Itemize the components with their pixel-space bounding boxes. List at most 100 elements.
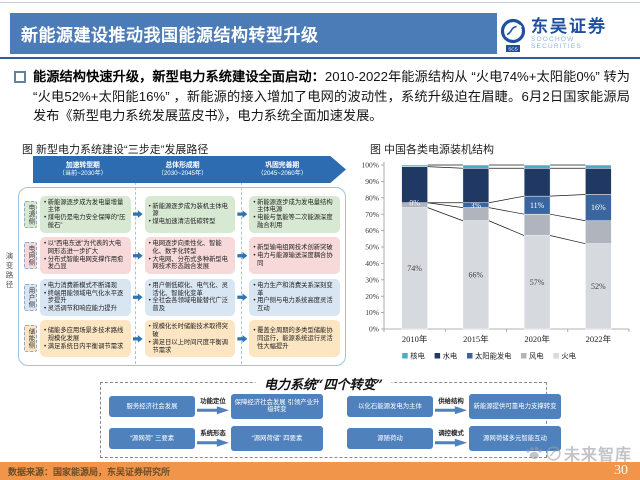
transform-to-box: 保障经济社会发展 引领产业升级转变 (231, 393, 323, 419)
arrow-right-icon (132, 335, 143, 343)
svg-text:100%: 100% (362, 161, 380, 170)
arrow-right-icon (197, 406, 229, 415)
cell-bullet-item: • 新型输电组网技术创新突破 (253, 244, 333, 252)
data-label: 74% (407, 264, 422, 273)
svg-text:80%: 80% (365, 193, 379, 202)
square-bullet-icon (14, 71, 26, 83)
bar-segment (462, 164, 490, 169)
footer-bar: 数据来源：国家能源局，东吴证券研究所 30 (0, 462, 640, 480)
column-divider (241, 157, 242, 364)
transform-arrow-label: 供给结构 (438, 397, 464, 405)
summary-bold: 能源结构快速升级，新型电力系统建设全面启动： (33, 69, 325, 84)
bar-segment (401, 207, 428, 330)
summary-text: 能源结构快速升级，新型电力系统建设全面启动：2010-2022年能源结构从 “火… (33, 67, 630, 126)
svg-text:20%: 20% (365, 292, 379, 301)
row-label: 储能侧 (24, 325, 37, 353)
bar-segment (523, 213, 551, 236)
svg-text:SCS: SCS (508, 46, 517, 51)
transform-arrow: 调控模式 (433, 430, 469, 447)
row-label: 电网侧 (24, 242, 37, 270)
cell-bullet-item: • 新能源逐步成为装机主体电源 (148, 202, 228, 218)
cell-bullet-item: • 满足系统日内平衡调节需求 (44, 342, 124, 350)
transform-unit: 源随荷动 调控模式 源网荷储多元智能互动 (347, 426, 561, 453)
diagram-cell: • 规模化长时储能技术取得突破 • 满足日以上时间尺度平衡调节需求 (144, 320, 236, 358)
logo-badge: SCS (506, 45, 520, 52)
transform-unit: 服务经济社会发展 功能定位 保障经济社会发展 引领产业升级转变 (109, 393, 323, 420)
legend-swatch (434, 353, 441, 359)
diagram-cell: • 电网逐步向柔性化、智能化、数字化转型 • 大电网、分布式多种新型电网技术形态融合发… (144, 237, 236, 275)
transform-from-box: 服务经济社会发展 (109, 395, 195, 417)
diagram-cell: • 用户侧低碳化、电气化、灵活化、智能化变革 • 全社会各领域电能替代广泛普及 (144, 278, 236, 316)
svg-text:2010年: 2010年 (402, 334, 428, 344)
data-label: 16% (591, 203, 606, 212)
page-number: 30 (614, 463, 628, 478)
row-label: 电源侧 (24, 200, 37, 228)
data-source-note: 数据来源：国家能源局，东吴证券研究所 (8, 466, 171, 477)
transform-unit: 以化石能源发电为主体 供给结构 新能源提供可靠电力支撑转变 (347, 393, 561, 420)
cell-bullet-item: • 新能源逐步成为发电量增量主体 (44, 198, 124, 214)
transform-arrow-label: 系统形态 (200, 430, 226, 438)
transform-arrow: 供给结构 (433, 398, 469, 415)
svg-text:2015年: 2015年 (463, 334, 489, 344)
roadmap-row: 用户侧 • 电力消费新模式不断涌现 • 终端用能领域电气化水平逐步提升 • 灵活调节和响应能… (24, 278, 341, 316)
summary-paragraph: 能源结构快速升级，新型电力系统建设全面启动：2010-2022年能源结构从 “火… (14, 67, 630, 126)
watermark-text: 未来智库 (563, 447, 632, 464)
svg-text:10%: 10% (365, 308, 379, 317)
cell-bullet-item: • 规模化长时储能技术取得突破 (148, 323, 228, 339)
transform-arrow-label: 功能定位 (200, 397, 226, 405)
legend-swatch (402, 353, 408, 359)
summary-rest: 2010-2022年能源结构从 “火电74%+太阳能0%” 转为 “火电52%+… (33, 69, 630, 123)
data-label: 66% (469, 270, 484, 279)
watermark: 未来智库 (525, 441, 632, 465)
data-label: 11% (530, 201, 545, 210)
roadmap-row: 储能侧 • 储能多应用场景多技术路线规模化发展 • 满足系统日内平衡调节需求 • 规模化长时… (24, 320, 341, 358)
arrow-right-icon (132, 293, 143, 302)
arrow-right-icon (237, 293, 248, 302)
diagram-cell: • 新能源逐步成为发电量结构主体电源 • 电能与氢能等二次能源深度融合利用 (249, 195, 341, 233)
row-label: 用户侧 (24, 283, 37, 311)
phase-header: 巩固完善期 （2045~2060年） (257, 161, 308, 177)
arrow-right-icon (237, 210, 248, 218)
roadmap-row: 电源侧 • 新能源逐步成为发电量增量主体 • 煤电仍是电力安全保障的“压舱石” • 新能源逐… (24, 195, 341, 233)
arrow-right-icon (435, 406, 467, 415)
paw-icon (526, 446, 542, 459)
legend-swatch (521, 353, 527, 359)
legend-label: 核电 (410, 352, 425, 361)
bar-segment (585, 168, 612, 195)
roadmap-row: 电网侧 • 以“西电东送”为代表的大电网形态进一步扩大 • 分布式智能电网支撑作用愈发凸… (24, 237, 341, 275)
diagram-cell: • 电力消费新模式不断涌现 • 终端用能领域电气化水平逐步提升 • 灵活调节和响应能力提升 (40, 278, 131, 316)
data-label: 3% (471, 201, 482, 210)
arrow-right-icon (237, 251, 248, 260)
transform-arrow: 功能定位 (195, 398, 231, 415)
cell-bullet-item: • 电力生产和消费关系深刻变革 (253, 281, 333, 297)
bar-segment (401, 166, 428, 203)
transform-from-box: 以化石能源发电为主体 (347, 395, 433, 417)
transform-from-box: 源随荷动 (347, 428, 433, 450)
legend-label: 水电 (443, 352, 458, 361)
bar-segment (523, 168, 551, 197)
cell-bullet-item: • 覆盖全周期的多类型储能协同运行，能源系统运行灵活性大幅提升 (253, 327, 333, 350)
bar-segment (585, 243, 612, 330)
header-separator (0, 57, 640, 59)
svg-text:30%: 30% (365, 275, 379, 284)
cell-bullet-item: • 电力消费新模式不断涌现 (44, 281, 117, 289)
top-divider (0, 2, 640, 3)
logo-name: 东吴证券 (531, 17, 607, 36)
phase-banner-arrow: 加速转型期 （当前~2030年） 总体形成期 （2030~2045年） 巩固完善期 （20… (33, 156, 346, 183)
diagram-cell: • 新型输电组网技术创新突破 • 电力与能源输送深度耦合协同 (249, 237, 341, 275)
arrow-right-icon (132, 210, 143, 218)
legend-label: 风电 (529, 352, 544, 361)
svg-text:40%: 40% (365, 259, 379, 268)
cell-bullet-item: • 分布式智能电网支撑作用愈发凸显 (44, 255, 124, 271)
cell-bullet-item: • 灵活调节和响应能力提升 (44, 304, 117, 312)
cell-bullet-item: • 电能与氢能等二次能源深度融合利用 (253, 214, 333, 229)
bar-segment (462, 168, 490, 203)
cell-bullet-item: • 用户侧低碳化、电气化、灵活化、智能化变革 (148, 281, 228, 297)
bar-segment (401, 164, 428, 167)
svg-text:50%: 50% (365, 243, 379, 252)
legend-label: 火电 (561, 352, 576, 361)
cell-bullet-item: • 满足日以上时间尺度平衡调节需求 (148, 338, 228, 354)
svg-text:60%: 60% (365, 226, 379, 235)
cell-bullet-item: • 新能源逐步成为发电量结构主体电源 (253, 198, 333, 214)
diagram-cell: • 新能源逐步成为装机主体电源 • 煤电加速清洁低碳转型 (144, 195, 236, 233)
